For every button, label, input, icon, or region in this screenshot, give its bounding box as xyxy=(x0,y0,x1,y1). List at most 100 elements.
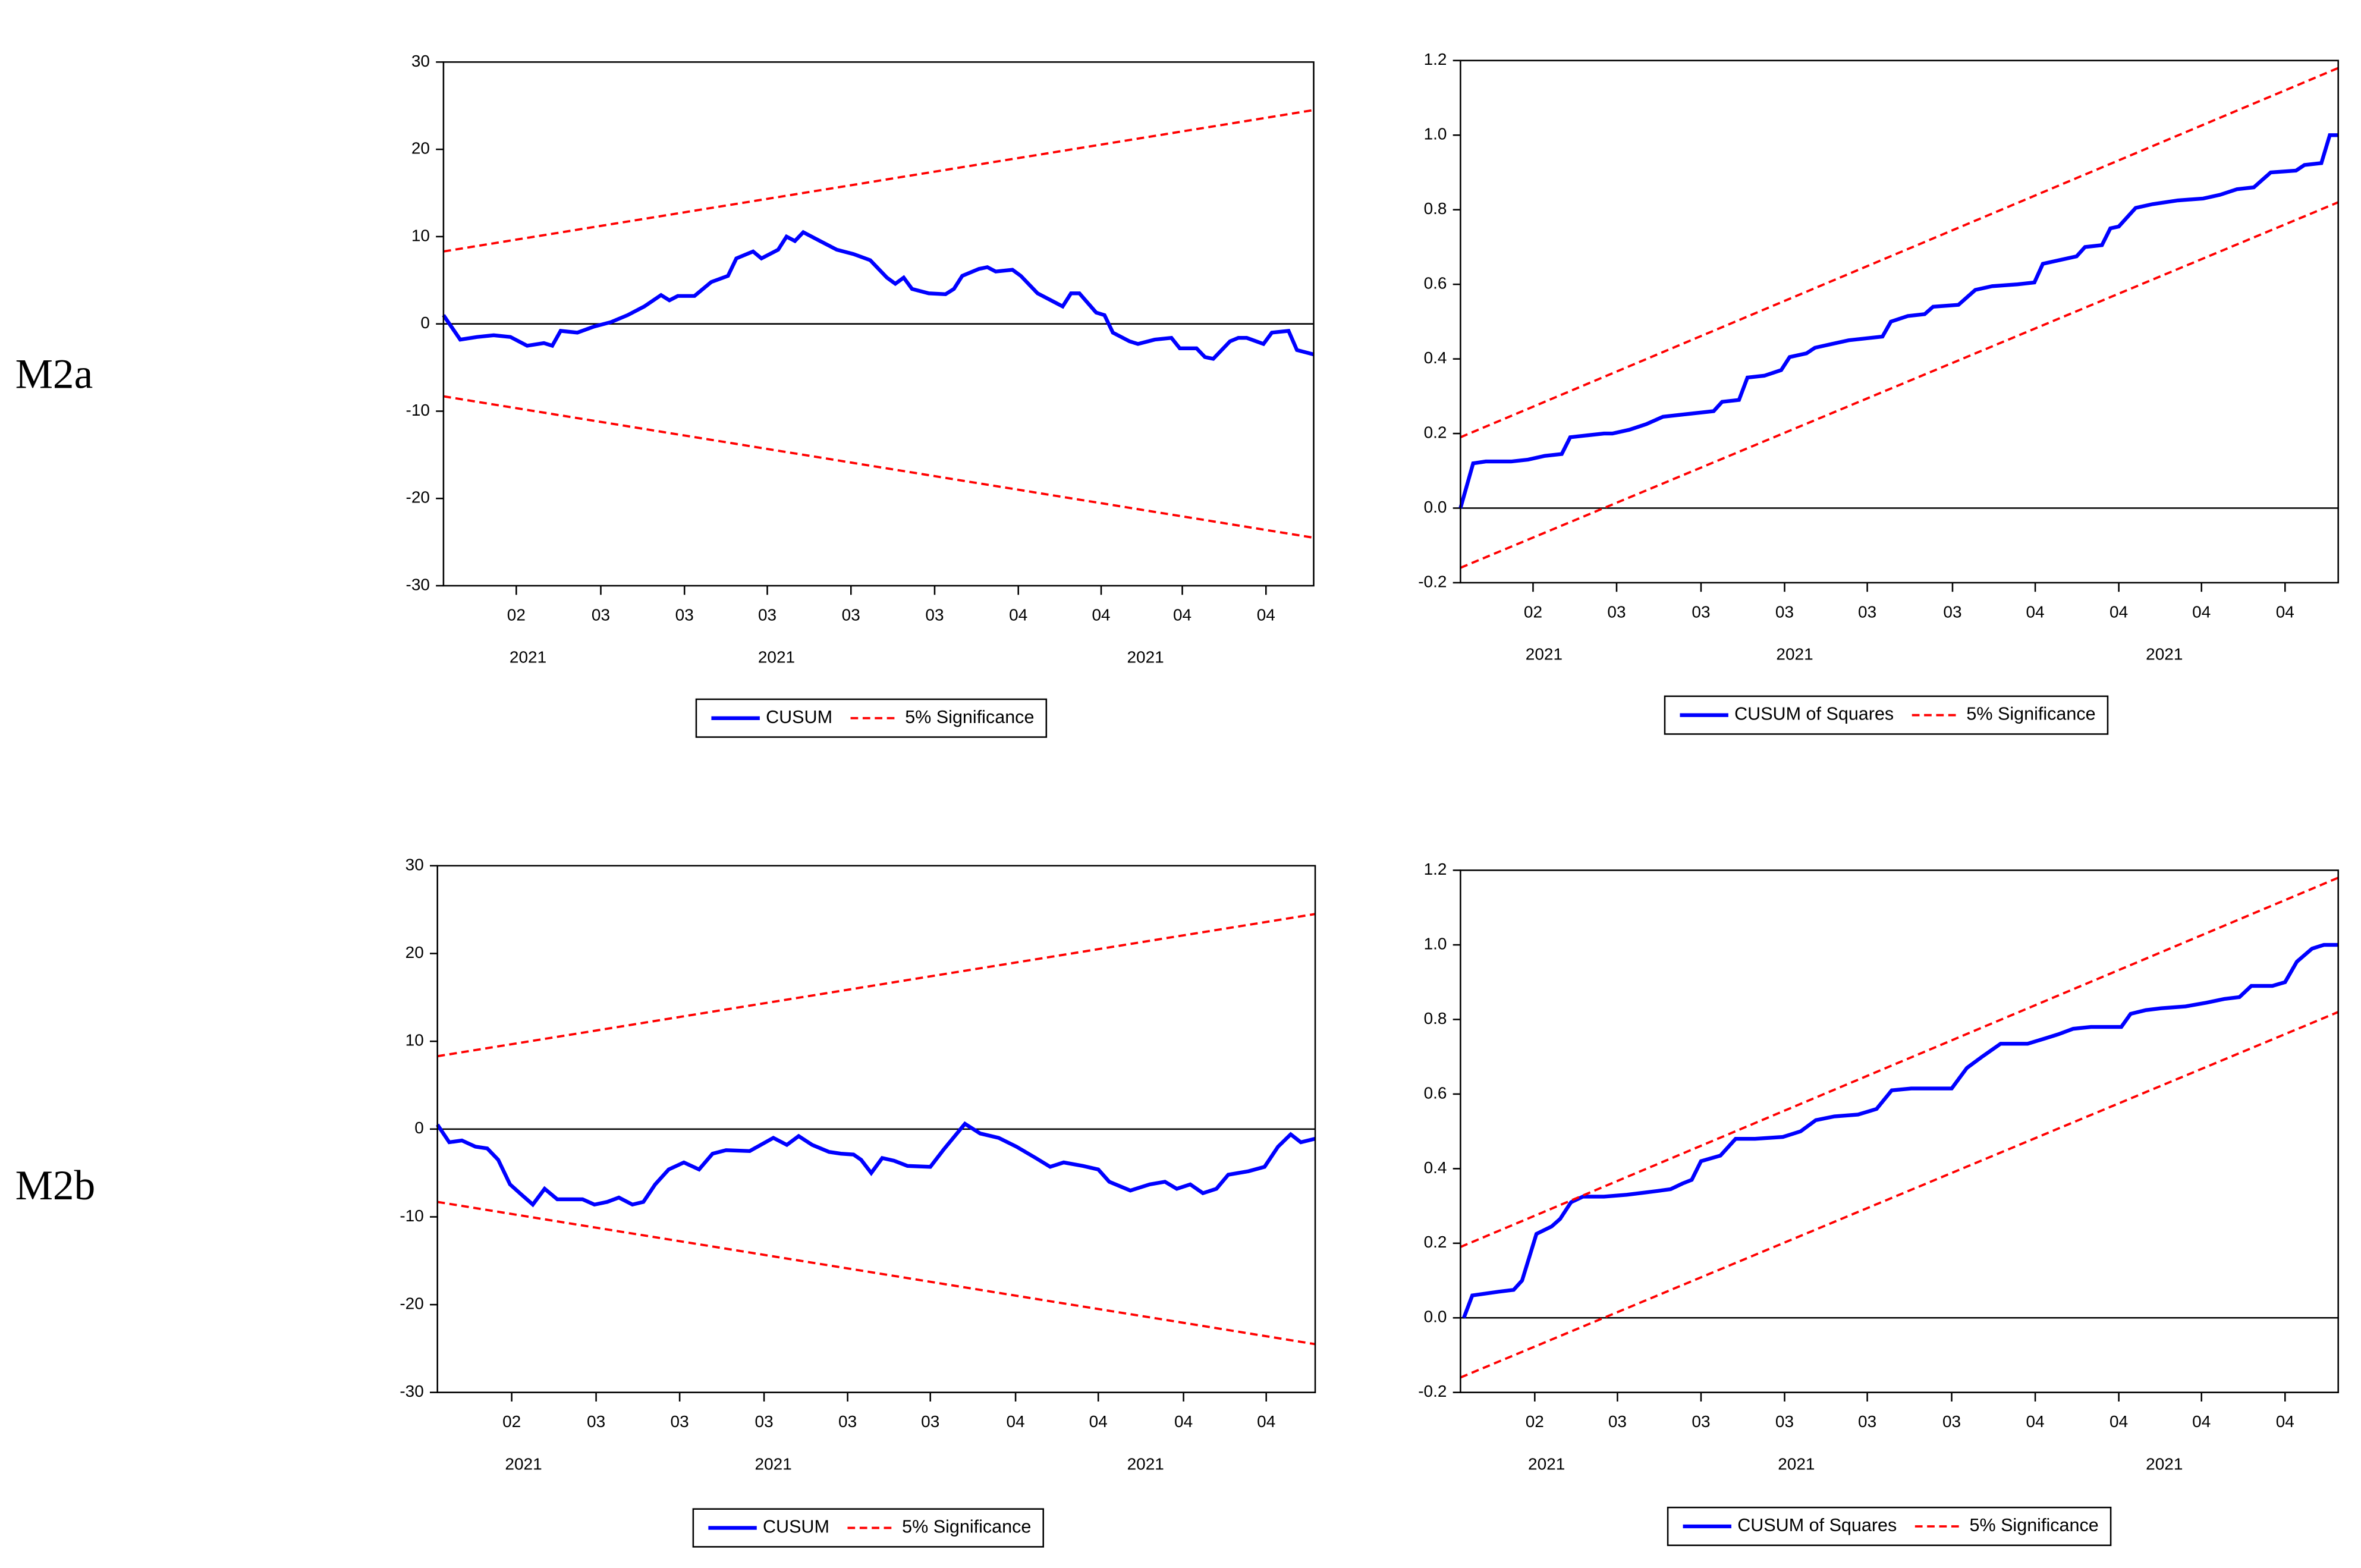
x-tick-label: 03 xyxy=(1943,602,1961,621)
x-tick-label: 03 xyxy=(1775,1412,1794,1431)
x-tick-label: 04 xyxy=(1092,605,1110,624)
x-year-label: 2021 xyxy=(1778,1454,1815,1473)
x-tick-label: 04 xyxy=(1007,1412,1025,1431)
x-tick-label: 03 xyxy=(758,605,776,624)
plot-frame xyxy=(1460,59,2339,584)
x-tick-label: 04 xyxy=(2192,602,2211,621)
x-tick-label: 03 xyxy=(1607,602,1626,621)
row-label: M2b xyxy=(15,1162,96,1209)
x-tick-label: 03 xyxy=(921,1412,939,1431)
series-line xyxy=(436,1121,1316,1208)
y-tick-label: 0.4 xyxy=(1424,1158,1447,1177)
y-tick-label: 0.0 xyxy=(1424,498,1447,516)
x-tick-label: 02 xyxy=(507,605,526,624)
y-tick-label: 1.0 xyxy=(1424,125,1447,143)
y-tick-label: 0.2 xyxy=(1424,423,1447,441)
y-tick-label: 1.2 xyxy=(1424,50,1447,68)
x-year-label: 2021 xyxy=(1776,645,1813,664)
significance-line xyxy=(443,109,1314,253)
y-tick-label: 30 xyxy=(405,855,424,873)
significance-line xyxy=(437,1201,1316,1346)
legend-label: 5% Significance xyxy=(902,1517,1031,1537)
x-year-label: 2021 xyxy=(1528,1454,1565,1473)
y-tick-label: -30 xyxy=(400,1382,423,1400)
legend-box xyxy=(1664,695,2109,735)
x-year-label: 2021 xyxy=(1127,648,1164,667)
legend-label: 5% Significance xyxy=(905,707,1034,727)
x-tick-label: 04 xyxy=(2110,1412,2128,1431)
legend-label: CUSUM of Squares xyxy=(1737,1515,1897,1535)
x-year-label: 2021 xyxy=(2146,1454,2183,1473)
significance-line xyxy=(1460,201,2339,569)
x-tick-label: 04 xyxy=(2026,602,2045,621)
y-tick-label: 0 xyxy=(420,313,430,332)
y-tick-label: -0.2 xyxy=(1418,1382,1447,1400)
y-tick-label: 0.8 xyxy=(1424,1009,1447,1027)
x-tick-label: 03 xyxy=(1775,602,1794,621)
x-tick-label: 04 xyxy=(1089,1412,1108,1431)
y-tick-label: 0.2 xyxy=(1424,1233,1447,1251)
x-tick-label: 03 xyxy=(1942,1412,1961,1431)
y-tick-label: 20 xyxy=(411,139,430,158)
y-tick-label: 0 xyxy=(414,1118,424,1137)
significance-line xyxy=(437,913,1316,1058)
x-year-label: 2021 xyxy=(755,1454,792,1473)
plot-frame xyxy=(442,61,1315,587)
legend-label: 5% Significance xyxy=(1966,704,2095,724)
x-tick-label: 03 xyxy=(675,605,694,624)
y-tick-label: 10 xyxy=(411,226,430,244)
x-tick-label: 02 xyxy=(1524,602,1542,621)
x-tick-label: 04 xyxy=(1009,605,1027,624)
y-tick-label: 0.8 xyxy=(1424,199,1447,218)
legend-label: CUSUM xyxy=(763,1517,829,1537)
y-tick-label: -20 xyxy=(400,1294,423,1312)
series-line xyxy=(1462,942,2338,1319)
y-tick-label: 0.4 xyxy=(1424,348,1447,367)
x-tick-label: 04 xyxy=(1173,605,1191,624)
significance-line xyxy=(1460,876,2339,1248)
x-year-label: 2021 xyxy=(505,1454,542,1473)
x-tick-label: 03 xyxy=(755,1412,774,1431)
y-tick-label: 30 xyxy=(411,52,430,70)
significance-line xyxy=(443,395,1314,539)
x-tick-label: 03 xyxy=(1858,602,1876,621)
x-tick-label: 04 xyxy=(2192,1412,2211,1431)
x-tick-label: 03 xyxy=(587,1412,605,1431)
x-year-label: 2021 xyxy=(1127,1454,1164,1473)
legend-label: 5% Significance xyxy=(1969,1515,2098,1535)
y-tick-label: -0.2 xyxy=(1418,572,1447,590)
y-tick-label: 0.6 xyxy=(1424,1083,1447,1102)
row-label: M2a xyxy=(15,351,93,398)
y-tick-label: -20 xyxy=(406,488,430,507)
x-tick-label: 03 xyxy=(925,605,944,624)
x-tick-label: 03 xyxy=(1608,1412,1627,1431)
legend: CUSUM of Squares 5% Significance xyxy=(1664,695,2109,735)
x-tick-label: 04 xyxy=(1257,1412,1275,1431)
plot-frame xyxy=(436,865,1316,1394)
x-year-label: 2021 xyxy=(1526,645,1563,664)
x-year-label: 2021 xyxy=(2146,645,2183,664)
legend: CUSUM 5% Significance xyxy=(695,698,1048,738)
significance-line xyxy=(1460,67,2339,439)
legend-label: CUSUM xyxy=(766,707,832,727)
x-tick-label: 02 xyxy=(1526,1412,1544,1431)
series-line xyxy=(442,230,1315,361)
legend: CUSUM 5% Significance xyxy=(692,1508,1044,1548)
y-tick-label: -10 xyxy=(400,1206,423,1225)
x-tick-label: 03 xyxy=(1692,602,1710,621)
y-tick-label: 10 xyxy=(405,1031,424,1049)
legend: CUSUM of Squares 5% Significance xyxy=(1667,1506,2112,1547)
y-tick-label: 20 xyxy=(405,943,424,961)
y-tick-label: 1.0 xyxy=(1424,934,1447,953)
x-tick-label: 04 xyxy=(1174,1412,1193,1431)
x-year-label: 2021 xyxy=(758,648,795,667)
x-tick-label: 02 xyxy=(502,1412,521,1431)
plot-frame xyxy=(1460,869,2339,1394)
series-line xyxy=(1458,133,2338,509)
y-tick-label: -10 xyxy=(406,401,430,419)
x-tick-label: 03 xyxy=(671,1412,689,1431)
x-tick-label: 04 xyxy=(1257,605,1275,624)
y-tick-label: 0.0 xyxy=(1424,1308,1447,1326)
